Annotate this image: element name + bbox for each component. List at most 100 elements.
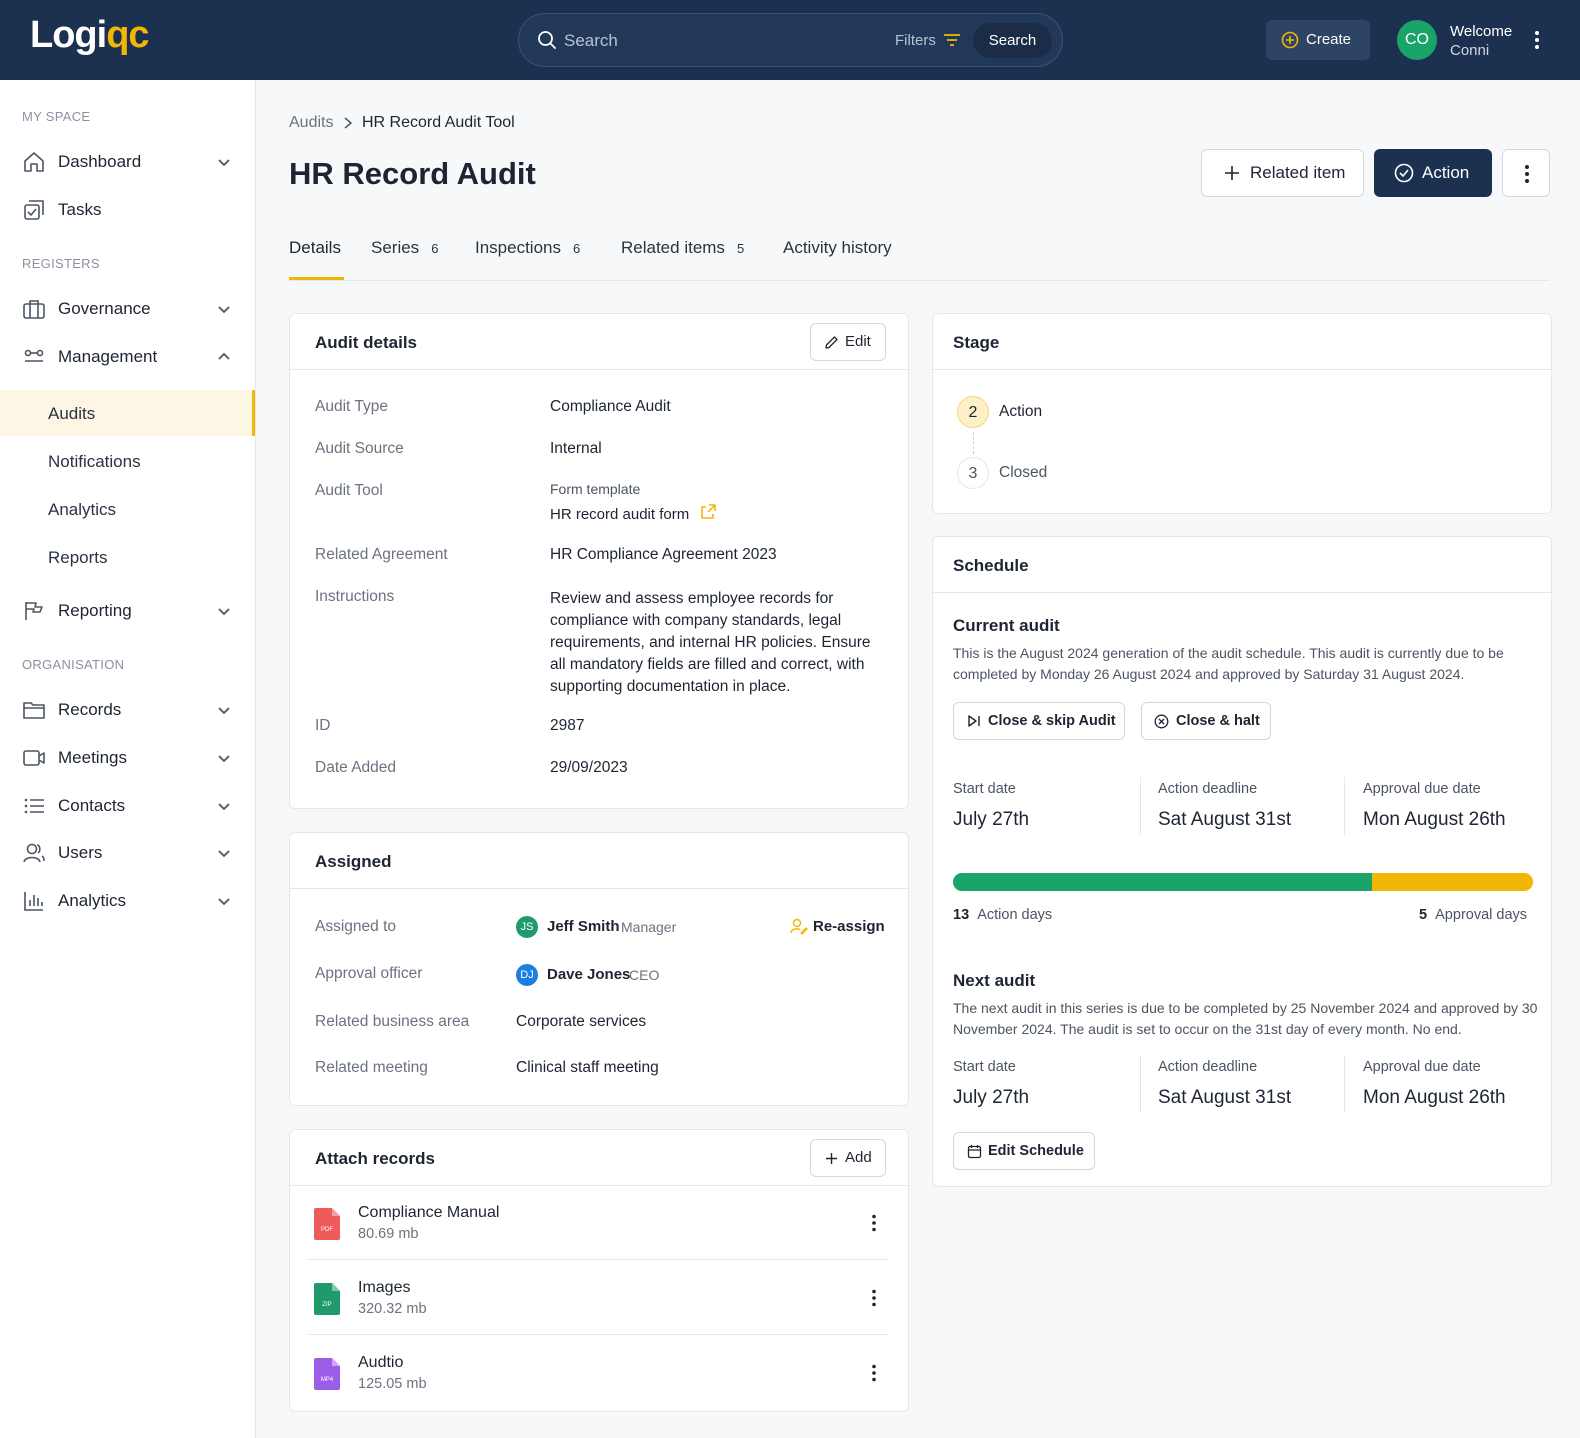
filters-button[interactable]: Filters — [895, 32, 936, 49]
date-label: Action deadline — [1158, 781, 1258, 797]
next-approval-due: Approval due date Mon August 26th — [1363, 1059, 1506, 1109]
related-item-button[interactable]: Related item — [1201, 149, 1364, 197]
reassign-button[interactable]: Re-assign — [813, 918, 885, 935]
edit-schedule-button[interactable]: Edit Schedule — [953, 1132, 1095, 1170]
sidebar-item-tasks[interactable]: Tasks — [0, 190, 255, 230]
edit-button[interactable]: Edit — [810, 323, 886, 361]
current-audit-title: Current audit — [953, 616, 1060, 635]
card-title: Assigned — [315, 852, 392, 871]
sidebar-item-reporting[interactable]: Reporting — [0, 591, 255, 631]
tab-activity-history[interactable]: Activity history — [783, 238, 892, 258]
calendar-icon — [967, 1145, 982, 1159]
approval-officer-role: CEO — [629, 967, 660, 983]
check-circle-icon — [1394, 163, 1414, 183]
tab-details[interactable]: Details — [289, 238, 341, 258]
list-item[interactable]: PDF Compliance Manual 80.69 mb — [308, 1186, 888, 1260]
user-avatar[interactable]: CO — [1397, 20, 1437, 60]
sidebar-item-analytics-sub[interactable]: Analytics — [0, 486, 255, 532]
more-options-button[interactable] — [1502, 149, 1550, 197]
add-label: Add — [845, 1149, 872, 1166]
sidebar-item-contacts[interactable]: Contacts — [0, 786, 255, 826]
file-name: Compliance Manual — [358, 1204, 500, 1221]
card-header: Stage — [933, 314, 1551, 370]
action-button[interactable]: Action — [1374, 149, 1492, 197]
schedule-progress-bar — [953, 873, 1533, 891]
external-link-icon[interactable] — [700, 503, 717, 520]
list-item[interactable]: ZIP Images 320.32 mb — [308, 1261, 888, 1335]
related-item-label: Related item — [1250, 163, 1346, 182]
kebab-menu-icon[interactable] — [871, 1214, 877, 1232]
users-icon — [23, 843, 45, 863]
add-button[interactable]: Add — [810, 1139, 886, 1177]
sidebar-item-reports[interactable]: Reports — [0, 534, 255, 580]
active-tab-indicator — [289, 277, 344, 280]
audit-tool-label: Audit Tool — [315, 482, 383, 499]
search-button[interactable]: Search — [973, 23, 1052, 58]
kebab-menu-icon[interactable] — [1534, 30, 1540, 50]
sidebar-item-label: Contacts — [58, 796, 126, 815]
date-label: Action deadline — [1158, 1059, 1258, 1075]
logo[interactable]: Logiqc — [30, 14, 150, 56]
sidebar-item-meetings[interactable]: Meetings — [0, 738, 255, 778]
next-audit-text: The next audit in this series is due to … — [953, 1000, 1538, 1037]
sidebar-item-management[interactable]: Management — [0, 337, 255, 377]
list-item[interactable]: MP4 Audtio 125.05 mb — [308, 1336, 888, 1410]
id-label: ID — [315, 717, 331, 734]
tab-inspections[interactable]: Inspections 6 — [475, 238, 580, 258]
create-button[interactable]: Create — [1266, 20, 1370, 60]
file-size: 125.05 mb — [358, 1376, 427, 1392]
search-input[interactable]: Search — [564, 31, 618, 50]
kebab-menu-icon[interactable] — [871, 1364, 877, 1382]
plus-circle-icon — [1281, 31, 1299, 49]
close-halt-button[interactable]: Close & halt — [1141, 702, 1271, 740]
file-name: Images — [358, 1279, 411, 1296]
stage-step-label: Action — [999, 403, 1043, 420]
reassign-icon[interactable] — [790, 917, 808, 935]
sidebar-item-label: Dashboard — [58, 152, 142, 171]
date-value: Sat August 31st — [1158, 1087, 1292, 1108]
chevron-down-icon — [218, 803, 230, 811]
sidebar-item-records[interactable]: Records — [0, 690, 255, 730]
tab-series[interactable]: Series 6 — [371, 238, 438, 258]
tab-label: Activity history — [783, 238, 892, 257]
sidebar-item-audits[interactable]: Audits — [0, 390, 255, 436]
search-icon — [538, 31, 556, 49]
search-bar[interactable]: Search Filters Search — [518, 13, 1063, 67]
audit-type-label: Audit Type — [315, 398, 388, 415]
plus-icon — [1225, 166, 1239, 180]
tab-label: Details — [289, 238, 341, 257]
related-agreement-value: HR Compliance Agreement 2023 — [550, 546, 777, 563]
sidebar-item-governance[interactable]: Governance — [0, 289, 255, 329]
sidebar-item-notifications[interactable]: Notifications — [0, 438, 255, 484]
file-size: 80.69 mb — [358, 1226, 419, 1242]
stage-connector — [973, 432, 974, 454]
list-icon — [24, 798, 44, 814]
sidebar-item-users[interactable]: Users — [0, 833, 255, 873]
sidebar-item-analytics[interactable]: Analytics — [0, 881, 255, 921]
sidebar-item-label: Notifications — [48, 452, 141, 471]
video-file-icon: MP4 — [314, 1358, 340, 1390]
sidebar-item-label: Governance — [58, 299, 151, 318]
sidebar-item-label: Reporting — [58, 601, 132, 620]
date-label: Approval due date — [1363, 781, 1481, 797]
stage-step-label: Closed — [999, 464, 1048, 481]
home-icon — [24, 152, 44, 172]
current-action-deadline: Action deadline Sat August 31st — [1158, 781, 1291, 831]
business-area-value: Corporate services — [516, 1013, 647, 1030]
avatar: DJ — [516, 964, 538, 986]
date-added-value: 29/09/2023 — [550, 759, 628, 776]
chevron-right-icon — [344, 117, 353, 129]
card-header: Assigned — [290, 833, 908, 889]
breadcrumb-audits-link[interactable]: Audits — [289, 114, 334, 131]
sidebar-item-dashboard[interactable]: Dashboard — [0, 142, 255, 182]
close-skip-audit-button[interactable]: Close & skip Audit — [953, 702, 1125, 740]
kebab-menu-icon[interactable] — [871, 1289, 877, 1307]
date-value: July 27th — [953, 809, 1030, 830]
tab-related-items[interactable]: Related items 5 — [621, 238, 744, 258]
filter-icon[interactable] — [943, 32, 961, 48]
audit-tool-link[interactable]: HR record audit form — [550, 506, 690, 523]
date-value: Mon August 26th — [1363, 1087, 1506, 1108]
section-registers: REGISTERS — [22, 256, 100, 271]
avatar: JS — [516, 916, 538, 938]
file-size: 320.32 mb — [358, 1301, 427, 1317]
